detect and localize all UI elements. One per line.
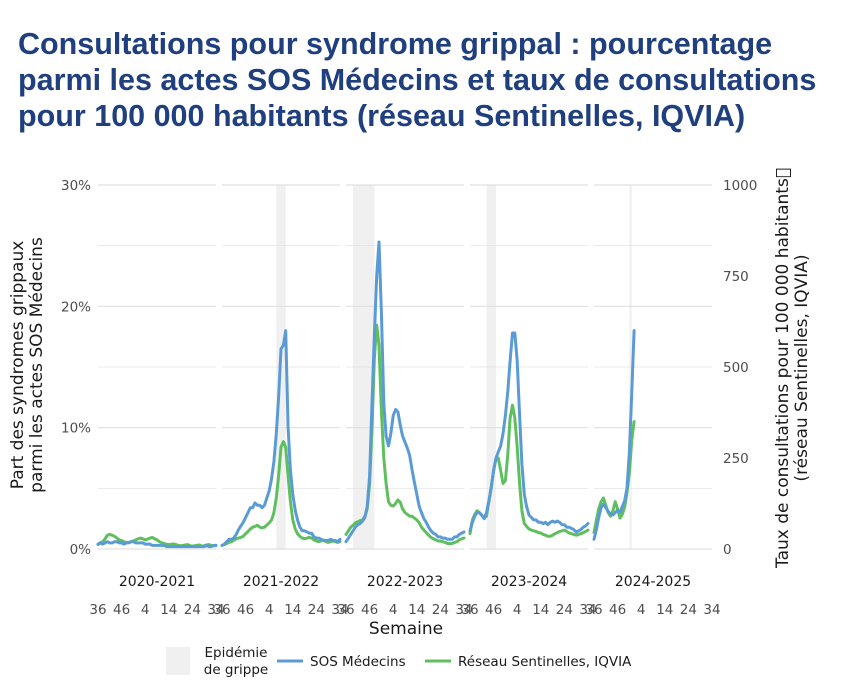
x-tick-label: 24 <box>556 602 573 618</box>
facet-2021-2022: 2021-2022 36 46 4 14 24 34 <box>213 184 349 618</box>
y-left-tick-label: 10% <box>61 421 91 437</box>
y-right-tick-label: 1000 <box>723 178 757 194</box>
x-tick-label: 46 <box>609 602 626 618</box>
sos-line <box>592 329 636 541</box>
x-tick-label: 34 <box>579 602 596 618</box>
y-left-tick-label: 20% <box>61 299 91 315</box>
legend-sos-label: SOS Médecins <box>310 654 406 670</box>
facet-panels: 2020-2021 36 46 4 14 24 34 2021-2022 36 46 4 14 24 34… <box>89 184 721 618</box>
facet-label: 2023-2024 <box>491 574 567 590</box>
x-tick-label: 14 <box>408 602 425 618</box>
x-tick-label: 46 <box>485 602 502 618</box>
x-axis-title: Semaine <box>369 619 443 639</box>
facet-label: 2022-2023 <box>367 574 443 590</box>
y-right-axis-title: Taux de consultations pour 100 000 habit… <box>773 168 812 569</box>
y-right-tick-label: 250 <box>723 451 749 467</box>
x-tick-label: 36 <box>89 602 106 618</box>
x-tick-label: 34 <box>455 602 472 618</box>
y-left-axis-title: Part des syndromes grippaux parmi les ac… <box>8 237 47 493</box>
legend-epidemic-line-1: Epidémie <box>205 645 268 661</box>
x-tick-label: 34 <box>331 602 348 618</box>
x-tick-label: 36 <box>585 602 602 618</box>
x-tick-label: 24 <box>184 602 201 618</box>
legend-epidemic-line-2: de grippe <box>204 662 268 678</box>
chart-title-line-2: parmi les actes SOS Médecins et taux de … <box>18 63 817 97</box>
sos-line <box>468 331 590 534</box>
x-tick-label: 24 <box>432 602 449 618</box>
legend-epidemic-key <box>166 647 190 675</box>
x-tick-label: 4 <box>141 602 150 618</box>
facet-2022-2023: 2022-2023 36 46 4 14 24 34 <box>337 184 473 618</box>
sos-line <box>96 540 218 549</box>
x-tick-label: 24 <box>680 602 697 618</box>
x-tick-label: 36 <box>337 602 354 618</box>
x-tick-label: 36 <box>461 602 478 618</box>
facet-2024-2025: 2024-2025 36 46 4 14 24 34 <box>585 184 721 618</box>
x-tick-label: 46 <box>237 602 254 618</box>
sos-line <box>344 240 466 544</box>
x-tick-label: 34 <box>207 602 224 618</box>
x-tick-label: 14 <box>656 602 673 618</box>
legend: Epidémie de grippe SOS Médecins Réseau S… <box>166 645 632 678</box>
facet-label: 2020-2021 <box>119 574 195 590</box>
x-tick-label: 14 <box>160 602 177 618</box>
sos-line <box>220 329 342 547</box>
y-left-tick-label: 30% <box>61 178 91 194</box>
x-tick-label: 4 <box>389 602 398 618</box>
x-tick-label: 24 <box>308 602 325 618</box>
x-tick-label: 34 <box>703 602 720 618</box>
x-tick-label: 4 <box>637 602 646 618</box>
y-right-tick-label: 750 <box>723 269 749 285</box>
facet-2023-2024: 2023-2024 36 46 4 14 24 34 <box>461 184 597 618</box>
x-tick-label: 14 <box>284 602 301 618</box>
chart-title-line-3: pour 100 000 habitants (réseau Sentinell… <box>18 99 746 133</box>
y-right-tick-label: 500 <box>723 360 749 376</box>
y-right-title-line-1: Taux de consultations pour 100 000 habit… <box>773 168 793 569</box>
y-right-tick-label: 0 <box>723 542 732 558</box>
facet-label: 2021-2022 <box>243 574 319 590</box>
x-tick-label: 4 <box>513 602 522 618</box>
facet-label: 2024-2025 <box>615 574 691 590</box>
x-tick-label: 36 <box>213 602 230 618</box>
y-left-title-line-2: parmi les actes SOS Médecins <box>27 237 47 493</box>
y-axis-ticks: 0% 10% 20% 30% 0 250 500 750 1000 <box>61 178 757 558</box>
facet-2020-2021: 2020-2021 36 46 4 14 24 34 <box>89 184 225 618</box>
sentinelles-line <box>220 440 342 547</box>
chart-title: Consultations pour syndrome grippal : po… <box>18 26 848 134</box>
y-left-title-line-1: Part des syndromes grippaux <box>8 241 28 490</box>
y-right-title-line-2: (réseau Sentinelles, IQVIA) <box>792 254 812 481</box>
x-tick-label: 14 <box>532 602 549 618</box>
legend-sentinelles-label: Réseau Sentinelles, IQVIA <box>458 654 632 670</box>
chart-title-line-1: Consultations pour syndrome grippal : po… <box>18 27 773 61</box>
x-tick-label: 4 <box>265 602 274 618</box>
x-tick-label: 46 <box>113 602 130 618</box>
x-tick-label: 46 <box>361 602 378 618</box>
y-left-tick-label: 0% <box>70 542 92 558</box>
